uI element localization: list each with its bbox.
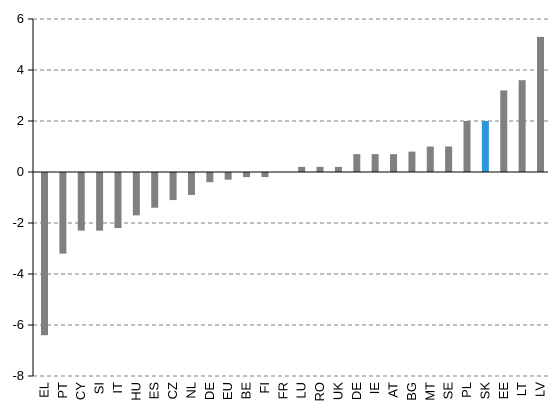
x-tick-label: BG — [404, 382, 419, 401]
bar-lu-14 — [298, 166, 306, 172]
bar-be-11 — [243, 172, 251, 178]
y-tick-label: -2 — [12, 215, 24, 230]
bar-mt-21 — [426, 146, 434, 172]
x-tick-label: FR — [275, 382, 290, 399]
bar-eu-10 — [224, 172, 232, 180]
bar-bg-20 — [408, 151, 416, 172]
x-tick-label: EE — [496, 382, 511, 400]
bar-it-4 — [114, 172, 122, 229]
bar-fi-12 — [261, 172, 269, 178]
bar-ie-18 — [371, 154, 379, 172]
bar-pl-23 — [463, 121, 471, 172]
bar-at-19 — [390, 154, 398, 172]
bar-se-22 — [445, 146, 453, 172]
x-tick-label: LT — [514, 382, 529, 396]
x-tick-label: ES — [147, 382, 162, 400]
x-tick-label: SK — [477, 382, 492, 400]
x-tick-label: NL — [183, 382, 198, 399]
x-tick-label: AT — [386, 382, 401, 398]
bars — [41, 36, 544, 336]
x-tick-labels: EL PT CY SI IT HU ES CZ NL DE EU BE FI FR LU RO UK DE IE AT… — [37, 382, 548, 402]
bar-lt-26 — [518, 80, 526, 172]
x-tick-label: LU — [294, 382, 309, 399]
x-tick-label: RO — [312, 382, 327, 402]
y-tick-label: 2 — [17, 113, 24, 128]
x-tick-label: DE — [349, 382, 364, 400]
x-tick-label: CZ — [165, 382, 180, 399]
bar-el-0 — [41, 172, 48, 336]
x-tick-label: SE — [441, 382, 456, 400]
y-tick-label: 6 — [17, 11, 24, 26]
x-tick-label: FI — [257, 382, 272, 394]
x-tick-label: HU — [128, 382, 143, 401]
bar-cy-2 — [77, 172, 85, 231]
bar-uk-16 — [334, 166, 342, 172]
x-tick-label: EL — [37, 382, 52, 398]
bar-nl-8 — [187, 172, 195, 195]
x-tick-label: BE — [239, 382, 254, 400]
x-tick-label: DE — [202, 382, 217, 400]
bar-ee-25 — [500, 90, 508, 172]
y-tick-label: -6 — [12, 317, 24, 332]
bar-sk-24 — [481, 121, 489, 172]
x-tick-label: UK — [330, 382, 345, 400]
x-tick-label: IE — [367, 382, 382, 395]
bar-de-9 — [206, 172, 214, 183]
bar-cz-7 — [169, 172, 177, 201]
axes — [32, 19, 548, 376]
x-tick-label: PT — [55, 382, 70, 399]
x-tick-label: CY — [73, 382, 88, 400]
x-tick-label: PL — [459, 382, 474, 398]
y-tick-label: 0 — [17, 164, 24, 179]
bar-de-17 — [353, 154, 361, 172]
x-tick-label: IT — [110, 382, 125, 394]
x-tick-label: SI — [92, 382, 107, 394]
bar-hu-5 — [132, 172, 140, 216]
x-tick-label: EU — [220, 382, 235, 400]
y-tick-label: -4 — [12, 266, 24, 281]
bar-ro-15 — [316, 166, 324, 172]
x-tick-label: LV — [533, 382, 548, 397]
bar-si-3 — [96, 172, 104, 231]
y-tick-label: -8 — [12, 368, 24, 383]
y-tick-labels: -8 -6 -4 -2 0 2 4 6 — [12, 11, 24, 383]
gridlines — [28, 18, 548, 377]
bar-pt-1 — [59, 172, 67, 254]
x-tick-label: MT — [422, 382, 437, 401]
bar-es-6 — [151, 172, 159, 208]
y-tick-label: 4 — [17, 62, 24, 77]
bar-lv-27 — [537, 36, 544, 172]
